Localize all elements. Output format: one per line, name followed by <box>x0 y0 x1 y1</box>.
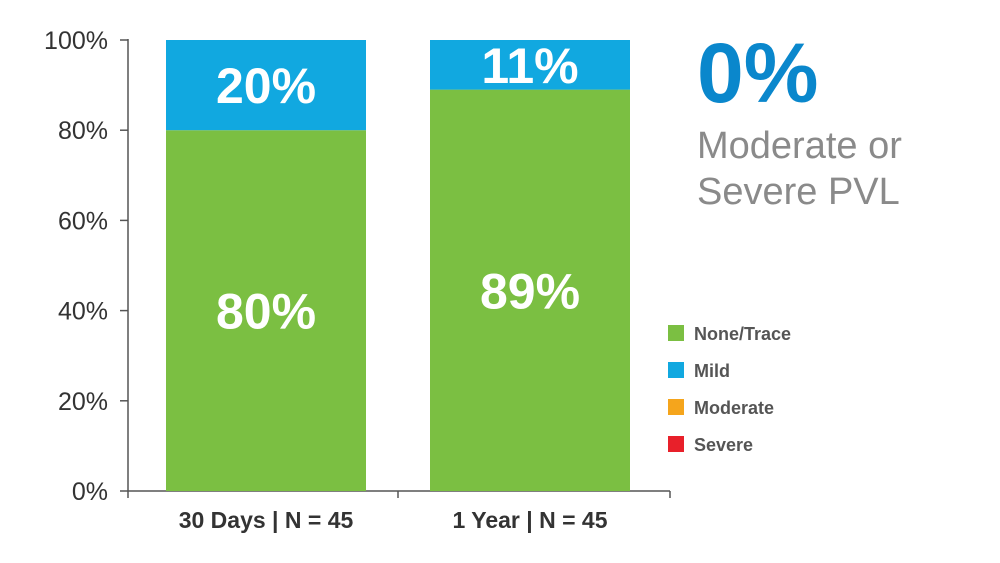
y-tick-label: 40% <box>58 298 108 326</box>
legend: None/Trace Mild Moderate Severe <box>668 324 791 455</box>
callout-value: 0% <box>697 26 819 120</box>
bar-labels: 80% 20% 89% 11% <box>216 38 580 340</box>
y-tick-label: 80% <box>58 117 108 145</box>
legend-label: Severe <box>694 435 753 455</box>
axes: 0% 20% 40% 60% 80% 100% 30 Days | N = 45 1 Year… <box>44 27 671 533</box>
bars <box>166 40 630 492</box>
legend-label: Moderate <box>694 398 774 418</box>
legend-swatch <box>668 362 684 378</box>
bar-segment <box>166 40 366 131</box>
bar-data-label: 11% <box>481 38 578 94</box>
callout-text: Moderate or Severe PVL <box>697 125 902 213</box>
legend-swatch <box>668 399 684 415</box>
bar-data-label: 89% <box>480 263 580 319</box>
bar-data-label: 80% <box>216 284 316 340</box>
y-tick-label: 0% <box>72 478 108 506</box>
legend-swatch <box>668 436 684 452</box>
x-category-label: 30 Days | N = 45 <box>179 507 354 533</box>
y-tick-label: 60% <box>58 207 108 235</box>
bar-segment <box>166 130 366 491</box>
legend-swatch <box>668 325 684 341</box>
bar-segment <box>430 40 630 90</box>
x-category-label: 1 Year | N = 45 <box>453 507 608 533</box>
y-tick-label: 20% <box>58 388 108 416</box>
legend-label: Mild <box>694 361 730 381</box>
legend-label: None/Trace <box>694 324 791 344</box>
bar-data-label: 20% <box>216 58 316 114</box>
bar-segment <box>430 89 630 492</box>
y-tick-label: 100% <box>44 27 108 55</box>
